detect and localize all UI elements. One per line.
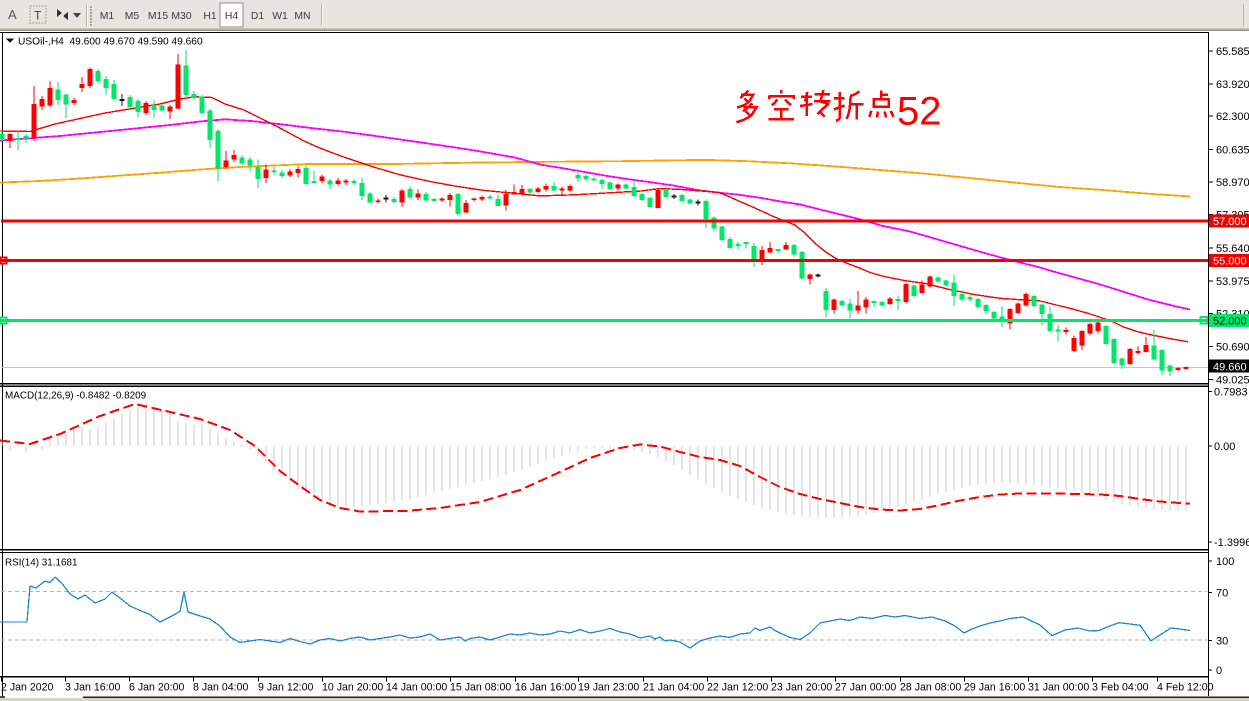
- svg-text:62.300: 62.300: [1216, 111, 1249, 123]
- svg-text:M5: M5: [125, 11, 140, 22]
- svg-text:27 Jan 00:00: 27 Jan 00:00: [835, 682, 896, 694]
- svg-text:23 Jan 20:00: 23 Jan 20:00: [771, 682, 832, 694]
- svg-text:W1: W1: [272, 11, 288, 22]
- svg-text:29 Jan 16:00: 29 Jan 16:00: [964, 682, 1025, 694]
- svg-text:10 Jan 20:00: 10 Jan 20:00: [322, 682, 383, 694]
- svg-text:8 Jan 04:00: 8 Jan 04:00: [193, 682, 248, 694]
- svg-text:53.975: 53.975: [1216, 276, 1249, 288]
- svg-text:52: 52: [897, 90, 942, 134]
- svg-text:60.635: 60.635: [1216, 144, 1249, 156]
- svg-text:USOil-,H4 49.600 49.670 49.59: USOil-,H4 49.600 49.670 49.590 49.660: [18, 37, 203, 48]
- svg-text:65.585: 65.585: [1216, 46, 1249, 58]
- svg-text:14 Jan 00:00: 14 Jan 00:00: [386, 682, 447, 694]
- svg-text:0.00: 0.00: [1214, 441, 1235, 453]
- svg-text:55.640: 55.640: [1216, 243, 1249, 255]
- svg-text:63.920: 63.920: [1216, 79, 1249, 91]
- svg-text:50.690: 50.690: [1216, 342, 1249, 354]
- svg-text:19 Jan 23:00: 19 Jan 23:00: [578, 682, 639, 694]
- svg-text:57.000: 57.000: [1213, 216, 1247, 228]
- svg-text:0.7983: 0.7983: [1214, 387, 1248, 399]
- svg-text:16 Jan 16:00: 16 Jan 16:00: [515, 682, 576, 694]
- svg-text:3 Feb 04:00: 3 Feb 04:00: [1092, 682, 1149, 694]
- svg-text:22 Jan 12:00: 22 Jan 12:00: [707, 682, 768, 694]
- svg-text:T: T: [34, 9, 42, 23]
- svg-text:30: 30: [1216, 635, 1228, 647]
- svg-text:49.025: 49.025: [1216, 375, 1249, 387]
- svg-text:70: 70: [1216, 587, 1228, 599]
- svg-text:28 Jan 08:00: 28 Jan 08:00: [900, 682, 961, 694]
- svg-text:100: 100: [1216, 556, 1234, 568]
- svg-text:MACD(12,26,9) -0.8482 -0.8209: MACD(12,26,9) -0.8482 -0.8209: [5, 391, 147, 402]
- svg-text:9 Jan 12:00: 9 Jan 12:00: [258, 682, 313, 694]
- svg-text:D1: D1: [251, 11, 265, 22]
- svg-text:52.000: 52.000: [1213, 316, 1247, 328]
- svg-text:H1: H1: [203, 11, 217, 22]
- svg-text:15 Jan 08:00: 15 Jan 08:00: [450, 682, 511, 694]
- svg-text:MN: MN: [294, 11, 310, 22]
- svg-text:31 Jan 00:00: 31 Jan 00:00: [1028, 682, 1089, 694]
- svg-text:0: 0: [1216, 665, 1222, 677]
- svg-text:58.970: 58.970: [1216, 177, 1249, 189]
- svg-text:6 Jan 20:00: 6 Jan 20:00: [129, 682, 184, 694]
- svg-text:A: A: [8, 7, 17, 22]
- svg-text:-1.3996: -1.3996: [1214, 537, 1249, 549]
- svg-text:M1: M1: [100, 11, 115, 22]
- svg-text:21 Jan 04:00: 21 Jan 04:00: [643, 682, 704, 694]
- svg-text:RSI(14) 31.1681: RSI(14) 31.1681: [5, 558, 78, 569]
- svg-text:M15: M15: [148, 11, 168, 22]
- svg-text:55.000: 55.000: [1213, 256, 1247, 268]
- svg-text:49.660: 49.660: [1213, 361, 1247, 373]
- svg-text:2 Jan 2020: 2 Jan 2020: [1, 682, 54, 694]
- svg-text:4 Feb 12:00: 4 Feb 12:00: [1157, 682, 1214, 694]
- svg-text:H4: H4: [225, 11, 239, 22]
- svg-text:3 Jan 16:00: 3 Jan 16:00: [65, 682, 120, 694]
- svg-text:M30: M30: [171, 11, 191, 22]
